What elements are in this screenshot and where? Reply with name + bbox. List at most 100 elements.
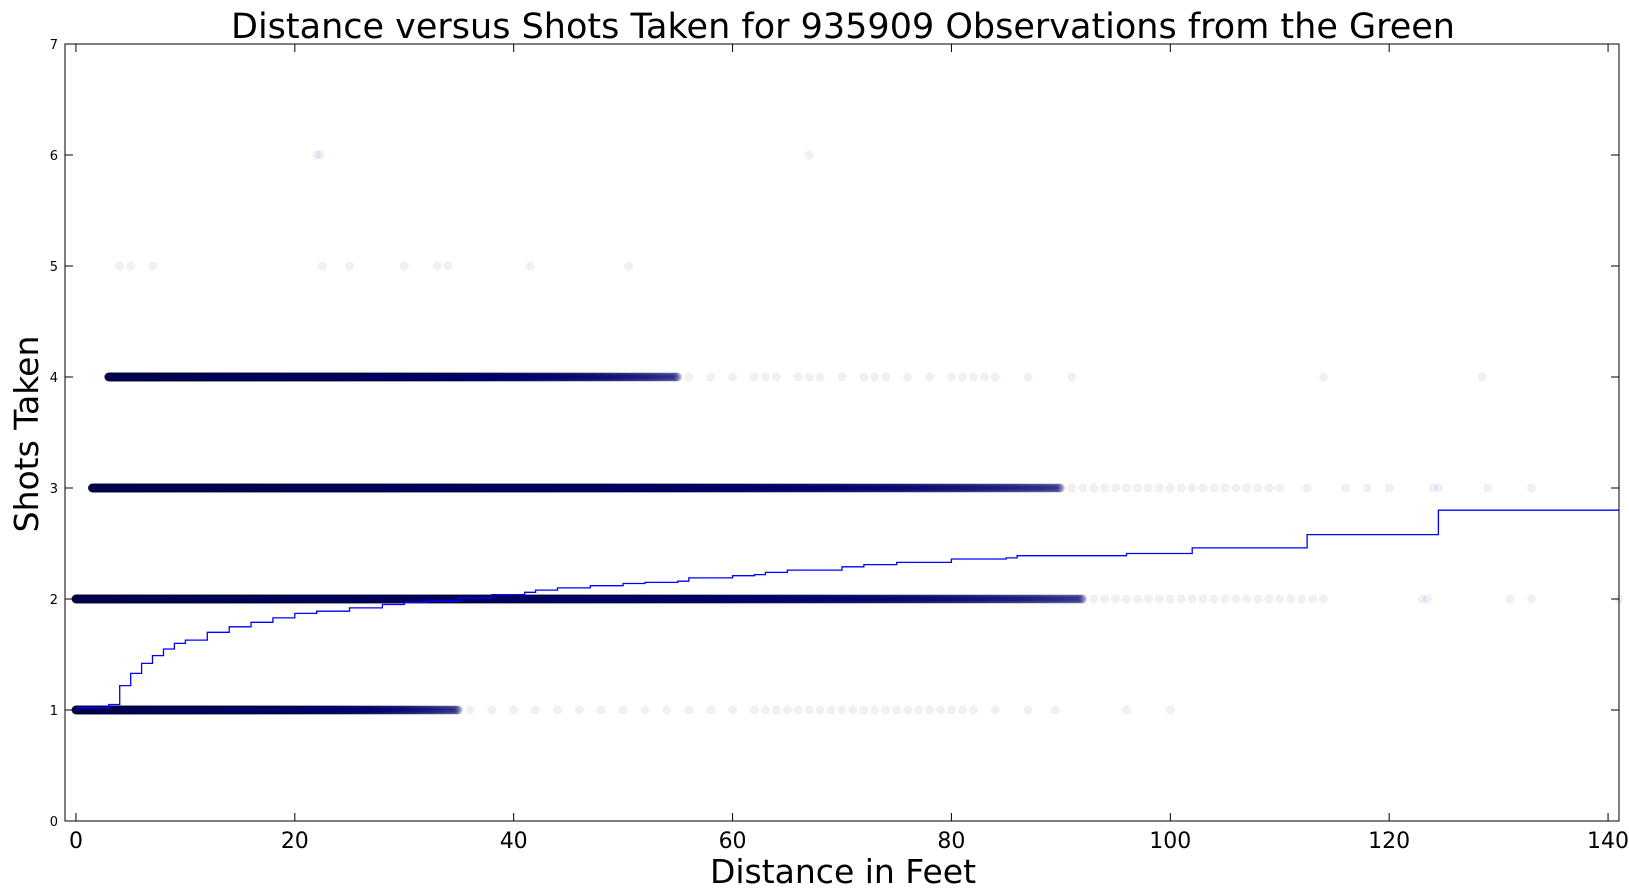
scatter-point bbox=[449, 705, 459, 715]
scatter-point bbox=[1144, 483, 1153, 493]
scatter-point bbox=[611, 594, 621, 604]
scatter-point bbox=[646, 594, 656, 604]
scatter-point bbox=[291, 705, 301, 715]
scatter-point bbox=[1253, 594, 1263, 604]
scatter-point bbox=[327, 705, 337, 715]
scatter-point bbox=[280, 705, 290, 715]
scatter-point bbox=[1198, 594, 1208, 604]
scatter-point bbox=[351, 705, 361, 715]
scatter-point bbox=[283, 705, 293, 715]
scatter-point bbox=[1385, 483, 1394, 493]
scatter-point bbox=[352, 705, 362, 715]
scatter-point bbox=[274, 705, 284, 715]
scatter-point bbox=[441, 705, 451, 715]
scatter-point bbox=[602, 594, 612, 604]
scatter-point bbox=[328, 705, 338, 715]
scatter-point bbox=[426, 705, 436, 715]
scatter-point bbox=[604, 594, 614, 604]
scatter-point bbox=[305, 705, 315, 715]
scatter-point bbox=[637, 594, 647, 604]
scatter-point bbox=[598, 594, 608, 604]
scatter-point bbox=[1133, 594, 1142, 604]
scatter-point bbox=[148, 261, 157, 271]
scatter-point bbox=[419, 705, 429, 715]
scatter-point bbox=[439, 705, 449, 715]
scatter-point bbox=[277, 705, 287, 715]
scatter-point bbox=[369, 705, 379, 715]
scatter-point bbox=[315, 150, 325, 160]
scatter-point bbox=[881, 372, 890, 382]
scatter-point bbox=[1231, 594, 1241, 604]
scatter-point bbox=[1067, 483, 1077, 493]
scatter-point bbox=[327, 705, 337, 715]
scatter-point bbox=[404, 705, 414, 715]
scatter-point bbox=[350, 705, 360, 715]
scatter-point bbox=[626, 594, 636, 604]
scatter-point bbox=[278, 705, 288, 715]
scatter-point bbox=[1122, 594, 1131, 604]
scatter-point bbox=[618, 594, 628, 604]
scatter-point bbox=[338, 705, 348, 715]
scatter-points bbox=[71, 150, 1624, 715]
scatter-point bbox=[618, 705, 628, 715]
scatter-point bbox=[622, 594, 632, 604]
scatter-point bbox=[366, 705, 376, 715]
scatter-point bbox=[624, 594, 634, 604]
scatter-point bbox=[345, 261, 354, 271]
scatter-point bbox=[640, 705, 650, 715]
scatter-point bbox=[365, 705, 375, 715]
scatter-point bbox=[1144, 594, 1153, 604]
scatter-point bbox=[379, 705, 389, 715]
scatter-point bbox=[362, 705, 372, 715]
scatter-point bbox=[606, 594, 616, 604]
scatter-point bbox=[359, 705, 369, 715]
scatter-point bbox=[431, 705, 441, 715]
scatter-point bbox=[446, 705, 456, 715]
scatter-point bbox=[1319, 594, 1328, 604]
scatter-point bbox=[925, 705, 934, 715]
scatter-point bbox=[1078, 594, 1088, 604]
scatter-point bbox=[296, 705, 306, 715]
scatter-point bbox=[1078, 483, 1088, 493]
scatter-point bbox=[631, 594, 641, 604]
scatter-point bbox=[553, 705, 562, 715]
scatter-point bbox=[630, 594, 640, 604]
scatter-point bbox=[335, 705, 345, 715]
scatter-point bbox=[404, 705, 414, 715]
scatter-point bbox=[892, 705, 901, 715]
scatter-point bbox=[339, 705, 349, 715]
scatter-point bbox=[358, 705, 368, 715]
scatter-point bbox=[1242, 594, 1252, 604]
scatter-point bbox=[294, 705, 304, 715]
scatter-point bbox=[662, 705, 672, 715]
scatter-point bbox=[313, 705, 323, 715]
scatter-point bbox=[1155, 594, 1164, 604]
scatter-point bbox=[405, 705, 415, 715]
scatter-point bbox=[411, 705, 421, 715]
scatter-point bbox=[397, 705, 407, 715]
scatter-point bbox=[837, 372, 847, 382]
scatter-point bbox=[1220, 483, 1230, 493]
scatter-point bbox=[453, 705, 463, 715]
scatter-point bbox=[395, 705, 405, 715]
scatter-point bbox=[750, 705, 759, 715]
scatter-point bbox=[1089, 483, 1098, 493]
y-tick-label: 2 bbox=[50, 593, 58, 608]
scatter-point bbox=[275, 705, 285, 715]
scatter-point bbox=[815, 705, 825, 715]
scatter-point bbox=[903, 372, 912, 382]
scatter-point bbox=[402, 705, 412, 715]
scatter-point bbox=[647, 594, 657, 604]
scatter-point bbox=[783, 705, 792, 715]
scatter-point bbox=[487, 705, 496, 715]
scatter-point bbox=[1286, 594, 1295, 604]
scatter-point bbox=[377, 705, 387, 715]
scatter-point bbox=[306, 705, 316, 715]
scatter-point bbox=[859, 705, 869, 715]
scatter-point bbox=[320, 705, 330, 715]
scatter-point bbox=[390, 705, 400, 715]
scatter-point bbox=[848, 705, 858, 715]
scatter-point bbox=[443, 705, 453, 715]
scatter-point bbox=[1100, 483, 1109, 493]
x-tick-label: 140 bbox=[1587, 829, 1629, 854]
